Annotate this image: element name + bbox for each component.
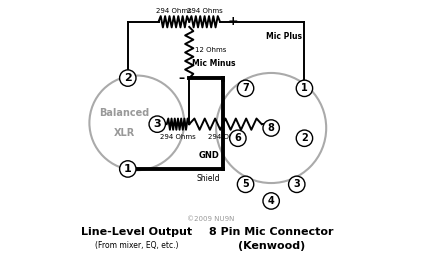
Circle shape	[289, 176, 305, 193]
Circle shape	[237, 176, 254, 193]
Text: 12 Ohms: 12 Ohms	[195, 47, 226, 53]
Text: 5: 5	[242, 179, 249, 189]
Circle shape	[119, 70, 136, 86]
Text: 2: 2	[301, 133, 308, 143]
Circle shape	[263, 120, 279, 136]
Text: (From mixer, EQ, etc.): (From mixer, EQ, etc.)	[95, 241, 179, 250]
Text: Line-Level Output: Line-Level Output	[81, 227, 192, 237]
Text: 294 Ohms: 294 Ohms	[187, 8, 222, 14]
Text: 6: 6	[235, 133, 241, 143]
Text: Shield: Shield	[196, 174, 220, 183]
Text: 294 Ohms: 294 Ohms	[156, 8, 192, 14]
Text: Mic Minus: Mic Minus	[192, 59, 235, 68]
Text: +: +	[227, 15, 238, 28]
Circle shape	[149, 116, 165, 132]
Text: XLR: XLR	[114, 128, 135, 138]
Circle shape	[296, 130, 313, 146]
Text: 294 Ohms: 294 Ohms	[208, 134, 243, 140]
Circle shape	[230, 130, 246, 146]
Text: –: –	[178, 72, 184, 84]
Text: 1: 1	[124, 164, 132, 174]
Text: 2: 2	[124, 73, 132, 83]
Text: 8 Pin Mic Connector: 8 Pin Mic Connector	[209, 227, 333, 237]
Text: 8: 8	[268, 123, 275, 133]
Text: 1: 1	[301, 83, 308, 93]
Text: 294 Ohms: 294 Ohms	[160, 134, 196, 140]
Text: 3: 3	[154, 119, 161, 129]
Text: (Kenwood): (Kenwood)	[238, 241, 305, 251]
Text: Mic Plus: Mic Plus	[266, 32, 302, 41]
Circle shape	[237, 80, 254, 97]
Circle shape	[119, 161, 136, 177]
Text: Balanced: Balanced	[99, 108, 149, 118]
Text: ©2009 NU9N: ©2009 NU9N	[187, 216, 235, 222]
Text: 7: 7	[242, 83, 249, 93]
Text: 4: 4	[268, 196, 275, 206]
Circle shape	[296, 80, 313, 97]
Text: 3: 3	[293, 179, 300, 189]
Text: GND: GND	[199, 151, 220, 160]
Circle shape	[263, 193, 279, 209]
